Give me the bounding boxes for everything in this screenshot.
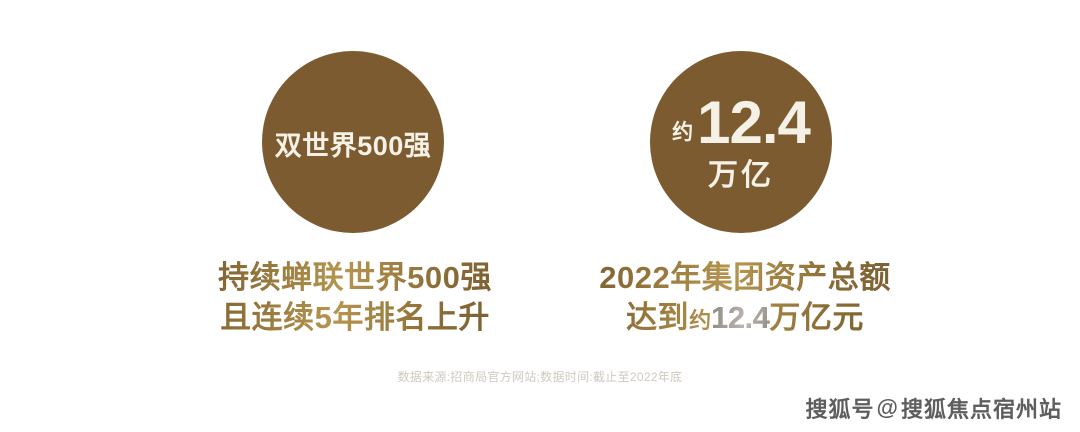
- badge-label-world-500: 双世界500强: [274, 130, 432, 161]
- badge-unit: 万亿: [708, 159, 774, 192]
- watermark: 搜狐号 @ 搜狐焦点宿州站: [806, 392, 1062, 424]
- badge-approx-symbol: 约: [672, 121, 694, 144]
- watermark-account: 搜狐焦点宿州站: [900, 397, 1062, 422]
- caption-prefix: 达到: [626, 299, 690, 335]
- stat-badge-world-500: 双世界500强: [262, 51, 444, 233]
- caption-line-2: 且连续5年排名上升: [220, 299, 490, 335]
- caption-line-2: 达到约12.4万亿元: [545, 298, 945, 338]
- caption-value: 12.4: [711, 299, 770, 335]
- caption-approx-symbol: 约: [689, 307, 712, 333]
- stat-caption-total-assets: 2022年集团资产总额 达到约12.4万亿元: [545, 258, 945, 337]
- stat-caption-world-500: 持续蝉联世界500强 且连续5年排名上升: [160, 258, 550, 337]
- watermark-prefix: 搜狐号: [805, 397, 875, 422]
- at-symbol-icon: @: [876, 395, 899, 420]
- caption-suffix: 万亿元: [769, 299, 864, 335]
- badge-value: 12.4: [697, 89, 811, 156]
- caption-line-1: 2022年集团资产总额: [599, 260, 891, 295]
- caption-line-1: 持续蝉联世界500强: [218, 260, 492, 295]
- badge-value-row: 约 12.4: [672, 89, 811, 156]
- stat-badge-total-assets: 约 12.4 万亿: [650, 51, 832, 233]
- data-source-footnote: 数据来源:招商局官方网站;数据时间:截止至2022年底: [397, 370, 683, 384]
